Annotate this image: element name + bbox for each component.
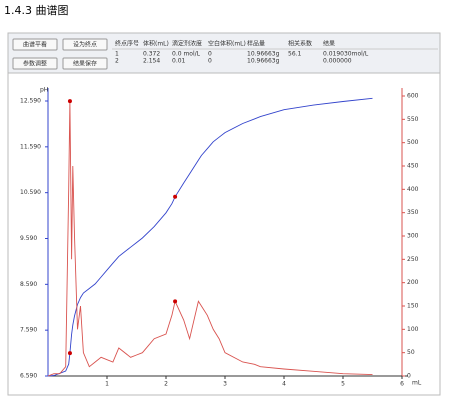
table-cell: 0: [208, 58, 212, 65]
section-title: 1.4.3 曲谱图: [4, 3, 69, 17]
table-cell: 10.96663g: [247, 58, 280, 65]
endpoint-marker: [67, 99, 72, 104]
toolbar-button[interactable]: [12, 57, 58, 70]
y2-tick-label: 500: [407, 139, 419, 146]
endpoint-marker: [173, 299, 178, 304]
y2-tick-label: 100: [407, 326, 419, 333]
table-cell: 0.000000: [323, 58, 352, 65]
y2-tick-label: 300: [407, 233, 419, 240]
table-cell: 1: [115, 51, 119, 58]
table-cell: 0.01: [172, 58, 186, 65]
y-tick-label: 8.590: [20, 281, 37, 288]
y2-tick-label: 550: [407, 116, 419, 123]
y2-tick-label: 250: [407, 256, 419, 263]
y2-tick-label: 400: [407, 186, 419, 193]
table-cell: 2: [115, 58, 119, 65]
button-label[interactable]: 结果保存: [73, 60, 97, 68]
toolbar-button[interactable]: [12, 38, 58, 51]
y2-tick-label: 150: [407, 303, 419, 310]
table-header: 相关系数: [288, 40, 312, 48]
y2-tick-label: 450: [407, 163, 419, 170]
y2-tick-label: 0: [407, 373, 411, 380]
table-header: 终点序号: [115, 40, 139, 48]
y2-tick-label: 350: [407, 209, 419, 216]
x-tick-label: 1: [105, 381, 109, 388]
table-cell: 56.1: [288, 51, 302, 58]
table-header: 样品量: [247, 40, 265, 48]
button-label[interactable]: 参数调整: [23, 60, 47, 68]
x-tick-label: 4: [282, 381, 286, 388]
table-cell: 10.96663g: [247, 51, 280, 58]
y2-tick-label: 600: [407, 93, 419, 100]
chart-panel: [7, 72, 441, 396]
x-tick-label: 2: [164, 381, 168, 388]
y-axis-label: pH: [40, 87, 48, 94]
table-cell: 0.0 mol/L: [172, 51, 201, 58]
y2-tick-label: 50: [407, 349, 415, 356]
toolbar-button[interactable]: [62, 57, 108, 70]
y-tick-label: 9.590: [20, 235, 37, 242]
toolbar-button[interactable]: [62, 38, 108, 51]
data-line: [47, 97, 373, 377]
table-cell: 2.154: [143, 58, 160, 65]
y2-tick-label: 200: [407, 279, 419, 286]
table-cell: 0.019030mol/L: [323, 51, 369, 58]
y-tick-label: 11.590: [20, 143, 41, 150]
endpoint-marker: [173, 194, 178, 199]
endpoint-marker: [67, 351, 72, 356]
table-header: 滴定剂浓度: [172, 40, 202, 48]
y-tick-label: 10.590: [20, 189, 41, 196]
table-cell: 0.372: [143, 51, 160, 58]
y-tick-label: 7.590: [20, 327, 37, 334]
data-line: [47, 101, 373, 377]
table-header: 体积(mL): [143, 40, 169, 48]
y-tick-label: 6.590: [20, 373, 37, 380]
table-header: 空白体积(mL): [208, 40, 246, 48]
button-label[interactable]: 曲谱平看: [23, 41, 47, 49]
x-axis-label: mL: [412, 380, 422, 387]
button-label[interactable]: 设为终点: [73, 41, 97, 49]
table-cell: 0: [208, 51, 212, 58]
x-tick-label: 5: [341, 381, 345, 388]
table-header: 结果: [323, 40, 335, 48]
y-tick-label: 12.590: [20, 98, 41, 105]
x-tick-label: 6: [400, 381, 404, 388]
x-tick-label: 3: [223, 381, 227, 388]
